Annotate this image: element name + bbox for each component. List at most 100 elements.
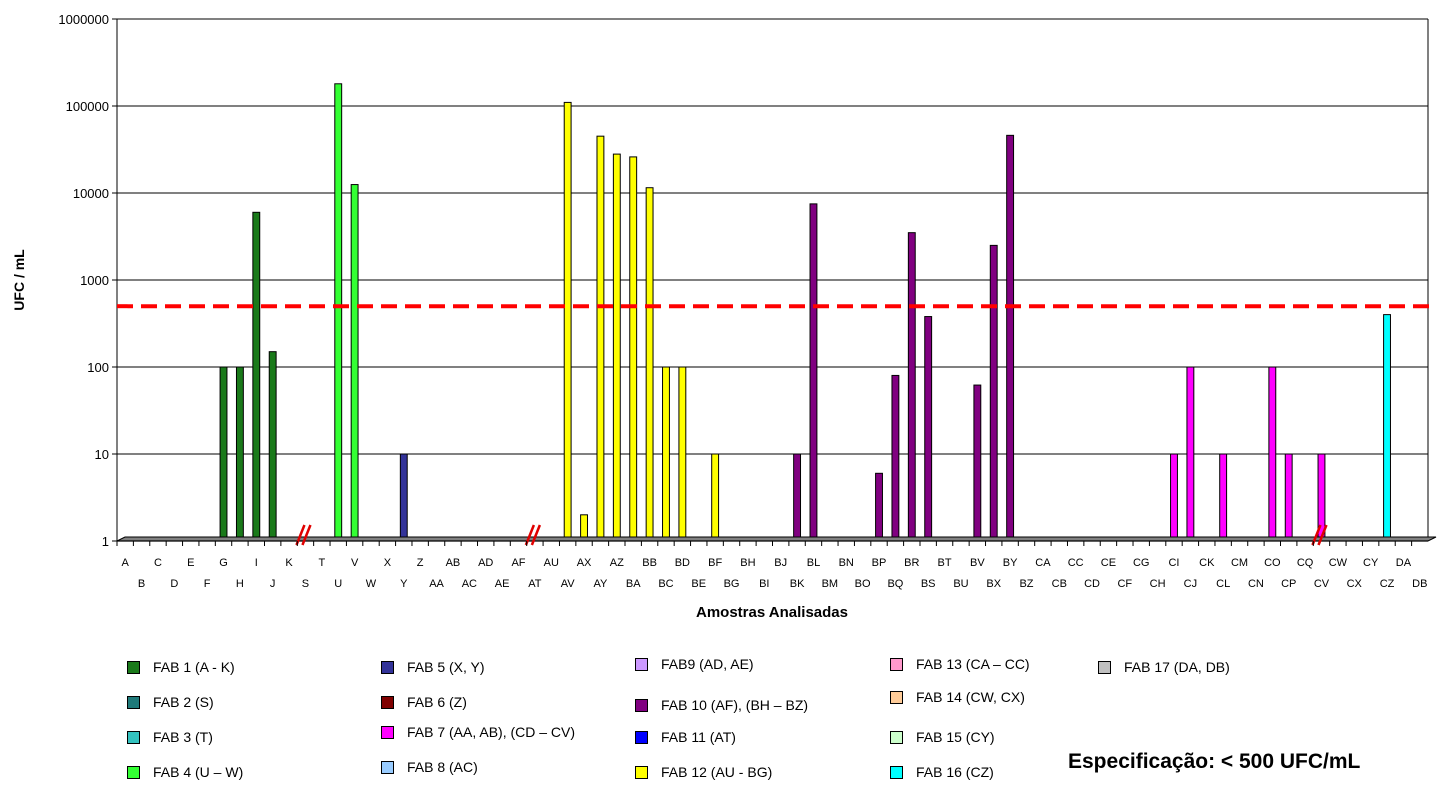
x-tick-label: F xyxy=(204,578,211,590)
x-tick-label: CG xyxy=(1133,557,1150,569)
x-tick-label: BN xyxy=(839,557,854,569)
x-tick-label: A xyxy=(122,557,130,569)
y-tick-label: 1000 xyxy=(80,273,109,288)
x-tick-label: CM xyxy=(1231,557,1248,569)
bar xyxy=(235,366,244,542)
y-axis-title: UFC / mL xyxy=(11,249,27,311)
x-tick-label: CY xyxy=(1363,557,1379,569)
bar xyxy=(1186,366,1195,542)
x-tick-label: CO xyxy=(1264,557,1281,569)
x-tick-label: BC xyxy=(658,578,673,590)
x-tick-label: Z xyxy=(417,557,424,569)
x-tick-label: CH xyxy=(1150,578,1166,590)
x-tick-label: BT xyxy=(938,557,952,569)
x-tick-label: CI xyxy=(1168,557,1179,569)
x-tick-label: BF xyxy=(708,557,722,569)
x-tick-label: K xyxy=(285,557,293,569)
x-tick-label: AU xyxy=(544,557,559,569)
x-tick-label: CV xyxy=(1314,578,1330,590)
x-tick-label: AE xyxy=(495,578,510,590)
x-tick-label: BE xyxy=(691,578,706,590)
x-tick-label: CX xyxy=(1347,578,1363,590)
x-tick-label: BZ xyxy=(1019,578,1033,590)
x-tick-label: E xyxy=(187,557,194,569)
bar xyxy=(399,453,408,542)
x-tick-label: BX xyxy=(986,578,1001,590)
x-tick-label: CW xyxy=(1329,557,1348,569)
x-tick-label: DA xyxy=(1396,557,1412,569)
bar xyxy=(907,232,916,542)
x-tick-label: AZ xyxy=(610,557,624,569)
bar xyxy=(662,366,670,542)
bar xyxy=(1219,453,1228,542)
bar xyxy=(334,83,343,542)
y-tick-label: 10 xyxy=(95,447,109,462)
x-tick-label: CE xyxy=(1101,557,1116,569)
x-tick-label: G xyxy=(219,557,228,569)
x-tick-label: U xyxy=(334,578,342,590)
x-tick-label: AX xyxy=(577,557,592,569)
bar xyxy=(350,184,359,542)
x-tick-label: BL xyxy=(807,557,820,569)
x-tick-label: BD xyxy=(675,557,690,569)
x-tick-label: AA xyxy=(429,578,444,590)
x-tick-label: CK xyxy=(1199,557,1215,569)
bar xyxy=(1284,453,1293,542)
x-tick-label: CD xyxy=(1084,578,1100,590)
bar xyxy=(219,366,228,542)
bar xyxy=(629,156,638,542)
x-tick-label: AY xyxy=(594,578,609,590)
x-tick-label: CP xyxy=(1281,578,1296,590)
bar xyxy=(973,384,982,542)
x-tick-label: BA xyxy=(626,578,641,590)
y-tick-label: 1000000 xyxy=(58,12,109,27)
x-tick-label: BM xyxy=(822,578,839,590)
bar xyxy=(924,316,933,542)
x-tick-label: BU xyxy=(953,578,968,590)
x-tick-label: I xyxy=(255,557,258,569)
x-tick-label: BH xyxy=(740,557,755,569)
x-tick-label: BI xyxy=(759,578,769,590)
x-tick-label: BJ xyxy=(774,557,787,569)
x-tick-label: AT xyxy=(528,578,542,590)
bar xyxy=(1268,366,1277,542)
bar xyxy=(1383,314,1391,542)
x-tick-label: AF xyxy=(511,557,525,569)
x-tick-label: AD xyxy=(478,557,493,569)
axis-break-mark xyxy=(1317,524,1328,546)
x-tick-label: BY xyxy=(1003,557,1018,569)
specification-note: Especificação: < 500 UFC/mL xyxy=(1068,750,1361,773)
x-tick-label: CN xyxy=(1248,578,1264,590)
x-tick-label: Y xyxy=(400,578,408,590)
bar xyxy=(989,244,998,542)
x-tick-label: BR xyxy=(904,557,919,569)
x-tick-label: S xyxy=(302,578,309,590)
x-tick-label: V xyxy=(351,557,359,569)
x-tick-label: CF xyxy=(1117,578,1132,590)
x-tick-label: X xyxy=(384,557,392,569)
axis-break-mark xyxy=(1311,524,1322,546)
x-tick-label: C xyxy=(154,557,162,569)
axis-break-mark xyxy=(295,524,306,546)
x-tick-label: H xyxy=(236,578,244,590)
x-tick-label: DB xyxy=(1412,578,1427,590)
x-tick-label: BG xyxy=(724,578,740,590)
x-tick-label: W xyxy=(366,578,377,590)
bar xyxy=(1006,134,1015,542)
x-tick-label: BS xyxy=(921,578,936,590)
x-tick-label: D xyxy=(170,578,178,590)
bar xyxy=(563,101,572,542)
x-axis-title: Amostras Analisadas xyxy=(696,604,848,621)
x-tick-label: CC xyxy=(1068,557,1084,569)
x-tick-label: AC xyxy=(462,578,477,590)
y-tick-label: 1 xyxy=(102,534,109,549)
bar xyxy=(252,211,261,542)
y-tick-label: 100 xyxy=(87,360,109,375)
bar xyxy=(1170,453,1178,542)
bar xyxy=(268,351,277,542)
bar xyxy=(793,453,802,542)
bar xyxy=(875,472,883,542)
bar xyxy=(809,203,818,542)
x-tick-label: CQ xyxy=(1297,557,1314,569)
